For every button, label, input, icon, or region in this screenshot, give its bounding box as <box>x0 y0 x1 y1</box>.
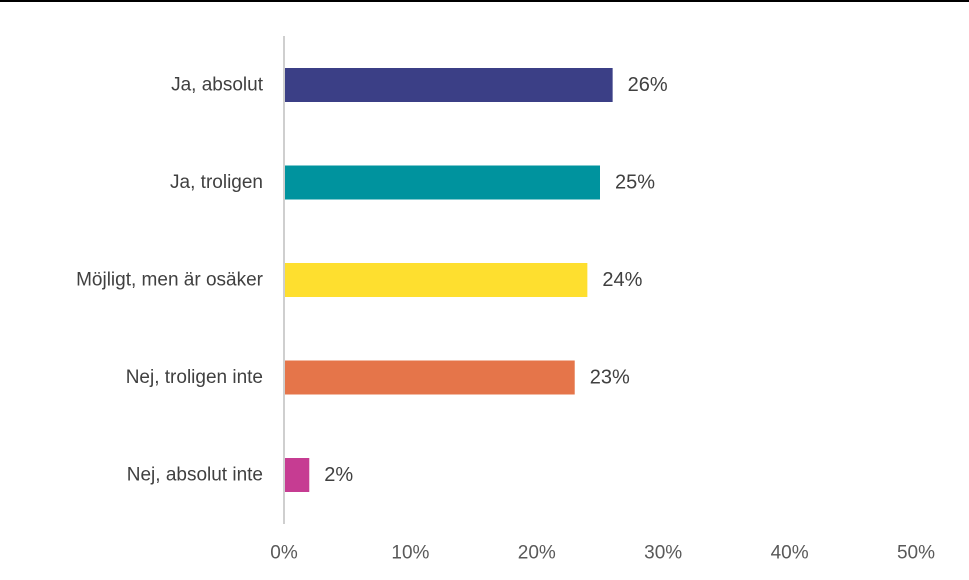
category-label-nej-troligen-inte: Nej, troligen inte <box>126 367 263 388</box>
bar-ja-troligen <box>285 165 600 200</box>
top-rule <box>0 0 969 2</box>
value-label-nej-troligen-inte: 23% <box>590 367 630 389</box>
bar-nej-absolut-inte <box>285 458 310 492</box>
value-labels-group: 26% 25% 24% 23% 2% <box>324 74 668 486</box>
x-tick-label-10: 10% <box>391 543 429 564</box>
category-label-ja-absolut: Ja, absolut <box>171 75 264 96</box>
category-label-ja-troligen: Ja, troligen <box>170 172 263 193</box>
value-label-mojligt-men-ar-osaker: 24% <box>602 269 642 291</box>
bar-mojligt-men-ar-osaker <box>285 263 588 297</box>
category-label-mojligt-men-ar-osaker: Möjligt, men är osäker <box>76 270 264 291</box>
category-labels-group: Ja, absolut Ja, troligen Möjligt, men är o… <box>76 75 264 486</box>
x-tick-label-20: 20% <box>518 543 556 564</box>
x-tick-label-0: 0% <box>270 543 298 564</box>
x-tick-label-40: 40% <box>771 543 809 564</box>
x-axis-ticks-group: 0% 10% 20% 30% 40% 50% <box>270 543 935 564</box>
category-label-nej-absolut-inte: Nej, absolut inte <box>127 465 263 486</box>
bar-nej-troligen-inte <box>285 360 575 395</box>
value-label-nej-absolut-inte: 2% <box>324 464 353 486</box>
x-tick-label-50: 50% <box>897 543 935 564</box>
value-label-ja-absolut: 26% <box>628 74 668 96</box>
x-tick-label-30: 30% <box>644 543 682 564</box>
value-label-ja-troligen: 25% <box>615 172 655 194</box>
bars-group <box>285 68 613 492</box>
bar-ja-absolut <box>285 68 613 102</box>
